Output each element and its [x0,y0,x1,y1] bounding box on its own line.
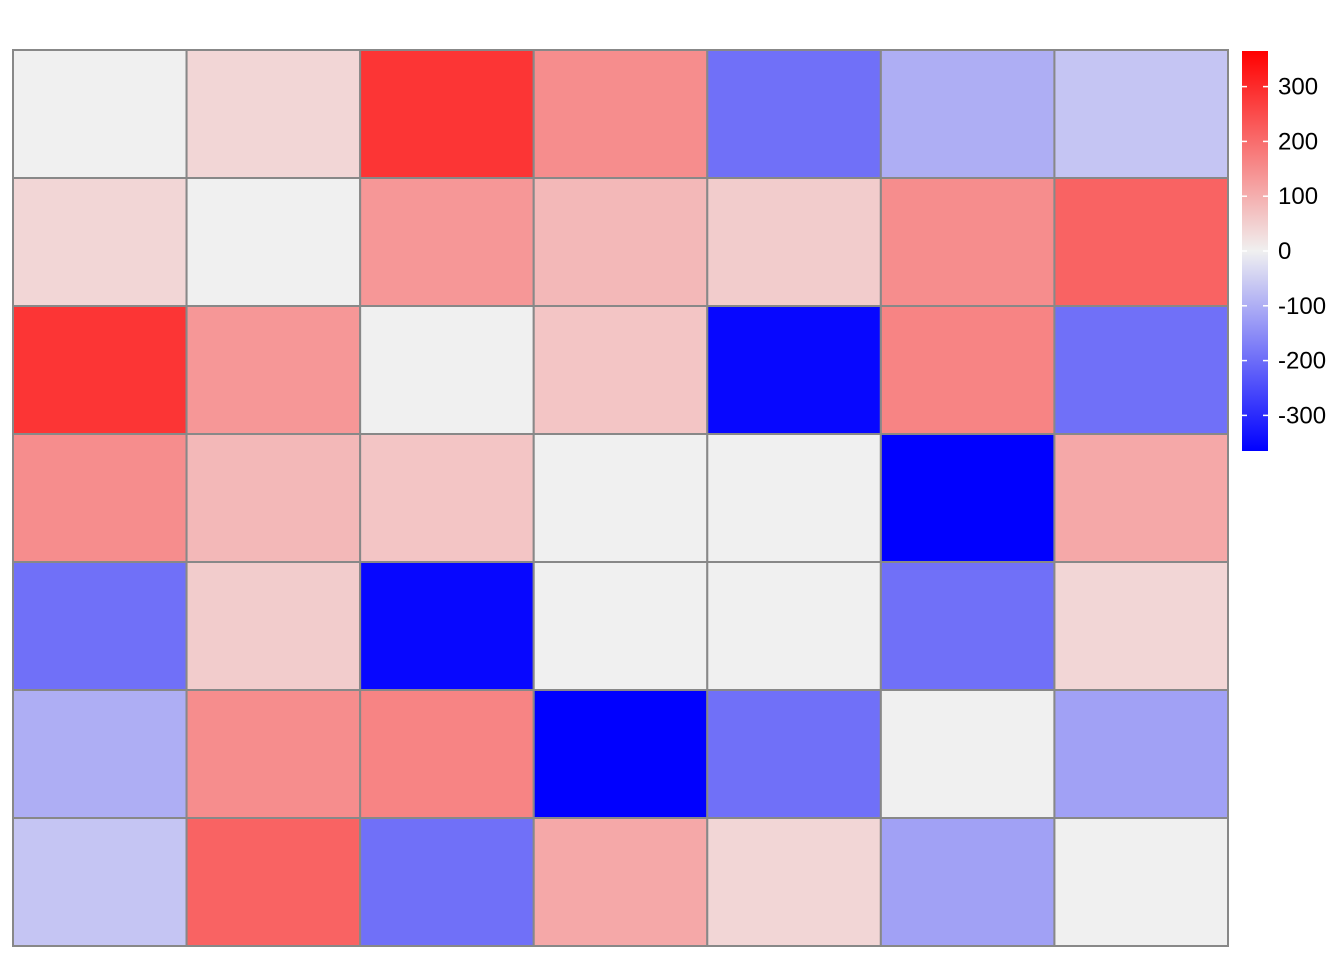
heatmap-cell-r3-c3 [359,305,535,435]
heatmap-cell-r6-c4 [532,689,709,819]
heatmap-cell-r5-c6 [879,561,1056,691]
heatmap-cell-r7-c3 [359,817,535,947]
heatmap-cell-r3-c5 [706,305,882,435]
heatmap-cell-r4-c5 [706,433,882,563]
heatmap-cell-r4-c3 [359,433,535,563]
heatmap-cell-r2-c2 [185,177,362,307]
heatmap-cell-r2-c4 [532,177,709,307]
heatmap-cell-r3-c2 [185,305,362,435]
legend-tick-label: 0 [1278,238,1291,265]
heatmap-cell-r7-c5 [706,817,882,947]
heatmap-cell-r2-c6 [879,177,1056,307]
heatmap-cell-r4-c1 [12,433,188,563]
heatmap-cell-r1-c2 [185,49,362,179]
heatmap-cell-r4-c2 [185,433,362,563]
heatmap-cell-r1-c1 [12,49,188,179]
heatmap-cell-r3-c7 [1053,305,1230,435]
heatmap-cell-r4-c4 [532,433,709,563]
legend-tick-label: 300 [1278,74,1318,101]
heatmap-cell-r3-c6 [879,305,1056,435]
heatmap-cell-r1-c6 [879,49,1056,179]
heatmap-cell-r7-c7 [1053,817,1230,947]
heatmap-cell-r6-c3 [359,689,535,819]
color-legend: 300 200 100 0 -100 -200 -300 [1242,51,1326,451]
heatmap-cell-r4-c7 [1053,433,1230,563]
heatmap-cell-r7-c2 [185,817,362,947]
heatmap-cell-r5-c3 [359,561,535,691]
legend-tick-label: -300 [1278,402,1326,429]
heatmap-cell-r5-c7 [1053,561,1230,691]
heatmap-cell-r2-c7 [1053,177,1230,307]
heatmap-cell-r2-c1 [12,177,188,307]
legend-tick-label: 100 [1278,183,1318,210]
heatmap-cell-r6-c7 [1053,689,1230,819]
heatmap-cell-r2-c3 [359,177,535,307]
heatmap-cell-r7-c6 [879,817,1056,947]
heatmap-cell-r5-c1 [12,561,188,691]
heatmap-cell-r1-c5 [706,49,882,179]
heatmap-cell-r6-c2 [185,689,362,819]
heatmap-cell-r1-c7 [1053,49,1230,179]
heatmap-cell-r6-c6 [879,689,1056,819]
heatmap-cell-r5-c4 [532,561,709,691]
heatmap-cell-r3-c4 [532,305,709,435]
heatmap-cell-r1-c4 [532,49,709,179]
heatmap-cell-r6-c1 [12,689,188,819]
heatmap-cell-r7-c1 [12,817,188,947]
legend-tick-label: -200 [1278,348,1326,375]
heatmap-cell-r7-c4 [532,817,709,947]
heatmap-cells [12,49,1230,947]
legend-tick-label: 200 [1278,128,1318,155]
heatmap-cell-r5-c2 [185,561,362,691]
heatmap-cell-r6-c5 [706,689,882,819]
heatmap-cell-r2-c5 [706,177,882,307]
heatmap-cell-r4-c6 [879,433,1056,563]
heatmap-cell-r1-c3 [359,49,535,179]
legend-ticks: 300 200 100 0 -100 -200 -300 [1242,74,1326,429]
heatmap-cell-r3-c1 [12,305,188,435]
legend-tick-label: -100 [1278,293,1326,320]
heatmap-cell-r5-c5 [706,561,882,691]
